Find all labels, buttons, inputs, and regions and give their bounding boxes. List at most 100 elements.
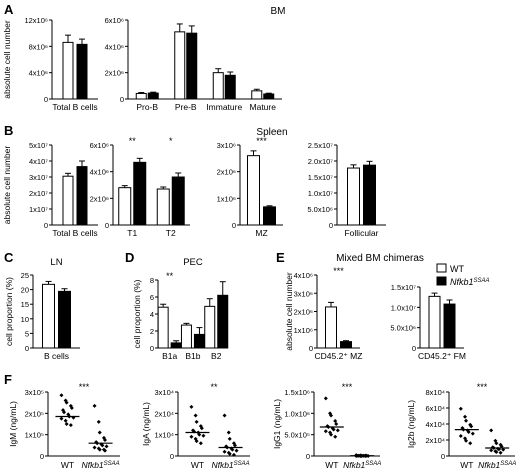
bar-wt	[212, 72, 224, 100]
x-tick-label: B1b	[185, 351, 200, 361]
y-tick-label: 2x10⁵	[25, 409, 44, 418]
y-tick-label: 3x10⁵	[25, 388, 44, 397]
bar-wt	[174, 31, 186, 100]
data-point	[63, 418, 68, 423]
bar-wt	[62, 41, 74, 100]
data-point	[64, 422, 69, 426]
y-tick-label: 4x10⁶	[294, 271, 313, 280]
bar-mutant	[147, 92, 159, 100]
panel-letter-a: A	[4, 2, 14, 17]
bar-chart-d: 0 2 4 6 8 cell proportion (%) PEC B1a ** B1b B2	[132, 257, 229, 361]
data-point	[466, 430, 471, 434]
bar-wt	[42, 283, 55, 349]
y-tick-label: 5x10⁷	[29, 141, 48, 150]
bar-wt	[180, 324, 192, 349]
x-tick-label: Total B cells	[52, 102, 97, 112]
data-point	[92, 445, 97, 450]
x-tick-label-sup: SSAA	[234, 461, 250, 467]
y-tick-label: 0	[120, 95, 124, 104]
bar-mutant	[133, 161, 147, 226]
y-tick-label: 5.0x10⁶	[307, 205, 333, 214]
legend-label-wt: WT	[450, 264, 464, 274]
y-tick-label: 2x10⁶	[294, 308, 313, 317]
y-axis-label: IgG1 (ng/mL)	[272, 399, 282, 449]
y-tick-label: 0	[441, 452, 445, 461]
legend: WT Nfkb1SSAA	[436, 263, 490, 287]
data-point	[92, 403, 97, 408]
y-axis-label: Ig2b (ng/mL)	[406, 400, 416, 448]
group-title-spleen: Spleen	[256, 127, 287, 138]
data-point	[102, 448, 107, 453]
y-tick-label: 8x10⁴	[426, 388, 446, 397]
data-point	[363, 454, 368, 458]
bar-wt	[204, 305, 216, 349]
x-tick-label: B1a	[162, 351, 177, 361]
y-axis-label: absolute cell number	[2, 146, 12, 225]
y-tick-label: 12x10⁶	[24, 16, 48, 25]
data-point	[59, 393, 64, 398]
data-point	[104, 444, 109, 449]
data-point	[189, 434, 194, 439]
x-tick-label: Nfkb1SSAA	[343, 460, 381, 470]
data-point	[464, 438, 469, 443]
data-point	[326, 424, 331, 429]
bar-mutant	[263, 93, 275, 100]
bar-mutant	[76, 43, 88, 100]
y-tick-label: 0	[412, 344, 416, 353]
y-tick-label: 8	[150, 276, 154, 285]
bar-wt	[428, 295, 441, 349]
data-point	[225, 445, 230, 450]
y-tick-label: 6	[150, 293, 154, 302]
data-point	[333, 434, 338, 439]
data-point	[329, 413, 334, 418]
bar-mutant	[263, 206, 276, 226]
x-tick-label-main: Nfkb1	[81, 460, 103, 470]
data-point	[230, 447, 235, 452]
x-tick-label-sup: SSAA	[365, 461, 381, 467]
data-point	[102, 438, 107, 442]
y-tick-label: 4x10⁶	[105, 42, 124, 51]
significance-label: **	[210, 382, 218, 392]
y-tick-label: 4x10⁷	[29, 157, 48, 166]
data-point	[201, 433, 206, 438]
y-tick-label: 2x10⁶	[90, 194, 109, 203]
x-tick-label: B cells	[44, 351, 69, 361]
data-point	[100, 443, 105, 448]
data-point	[192, 429, 197, 434]
y-tick-label: 2x10⁴	[426, 436, 446, 445]
data-point	[494, 450, 499, 454]
data-point	[494, 441, 499, 446]
x-tick-label: WT	[325, 460, 338, 470]
data-point	[232, 443, 237, 448]
significance-label: **	[129, 136, 137, 146]
y-axis-label: cell proportion (%)	[4, 277, 14, 346]
y-tick-label: 3x10⁴	[155, 388, 175, 397]
x-tick-label-sup: SSAA	[500, 461, 516, 467]
y-tick-label: 0	[170, 452, 174, 461]
x-tick-label: Pro-B	[136, 102, 158, 112]
data-point	[222, 413, 227, 418]
legend-label-mutant: Nfkb1SSAA	[450, 277, 490, 287]
y-tick-label: 4x10⁴	[426, 420, 446, 429]
data-point	[97, 430, 102, 435]
y-tick-label: 2x10⁶	[105, 69, 124, 78]
y-tick-label: 4	[150, 310, 154, 319]
data-point	[501, 447, 506, 452]
data-point	[68, 423, 73, 428]
y-axis-label: absolute cell number	[2, 20, 12, 99]
y-tick-label: 0	[329, 221, 333, 230]
y-tick-label: 1.0x10⁷	[308, 189, 334, 198]
chart-title: LN	[50, 257, 62, 268]
y-tick-label: 1.0x10⁷	[391, 303, 417, 312]
bar-wt	[325, 306, 337, 349]
y-tick-label: 0	[44, 95, 48, 104]
y-tick-label: 2.5x10⁷	[308, 141, 334, 150]
y-tick-label: 5	[25, 329, 29, 338]
data-point	[323, 396, 328, 401]
x-tick-label-sup: SSAA	[104, 461, 120, 467]
panel-letter-f: F	[4, 372, 12, 387]
x-tick-label: WT	[61, 460, 74, 470]
y-tick-label: 0	[25, 344, 29, 353]
bar-wt	[118, 187, 132, 226]
significance-label: *	[169, 136, 173, 146]
